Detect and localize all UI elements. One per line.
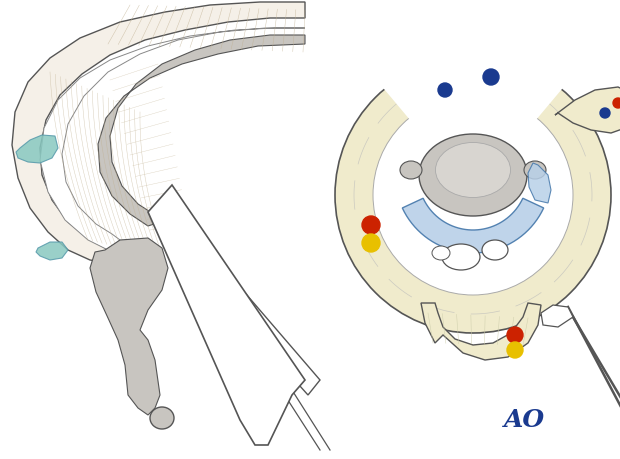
Ellipse shape <box>432 246 450 260</box>
Polygon shape <box>36 242 68 260</box>
Circle shape <box>438 83 452 97</box>
Ellipse shape <box>400 161 422 179</box>
Polygon shape <box>16 135 58 163</box>
Polygon shape <box>421 303 541 360</box>
Circle shape <box>613 98 620 108</box>
Polygon shape <box>12 2 305 263</box>
Circle shape <box>483 69 499 85</box>
Wedge shape <box>381 52 565 195</box>
Ellipse shape <box>482 240 508 260</box>
Ellipse shape <box>373 95 573 295</box>
Ellipse shape <box>442 244 480 270</box>
Polygon shape <box>160 215 320 395</box>
Circle shape <box>600 108 610 118</box>
Polygon shape <box>98 35 305 226</box>
Text: AO: AO <box>505 408 546 432</box>
Polygon shape <box>148 185 305 445</box>
Circle shape <box>507 342 523 358</box>
Polygon shape <box>40 28 305 250</box>
Polygon shape <box>528 163 551 203</box>
Polygon shape <box>555 87 620 133</box>
Polygon shape <box>402 198 544 253</box>
Circle shape <box>362 216 380 234</box>
Circle shape <box>362 234 380 252</box>
Polygon shape <box>90 238 168 415</box>
Ellipse shape <box>419 134 527 216</box>
Polygon shape <box>541 305 573 327</box>
Ellipse shape <box>435 142 510 197</box>
Ellipse shape <box>335 57 611 333</box>
Ellipse shape <box>524 161 546 179</box>
Circle shape <box>507 327 523 343</box>
Ellipse shape <box>150 407 174 429</box>
